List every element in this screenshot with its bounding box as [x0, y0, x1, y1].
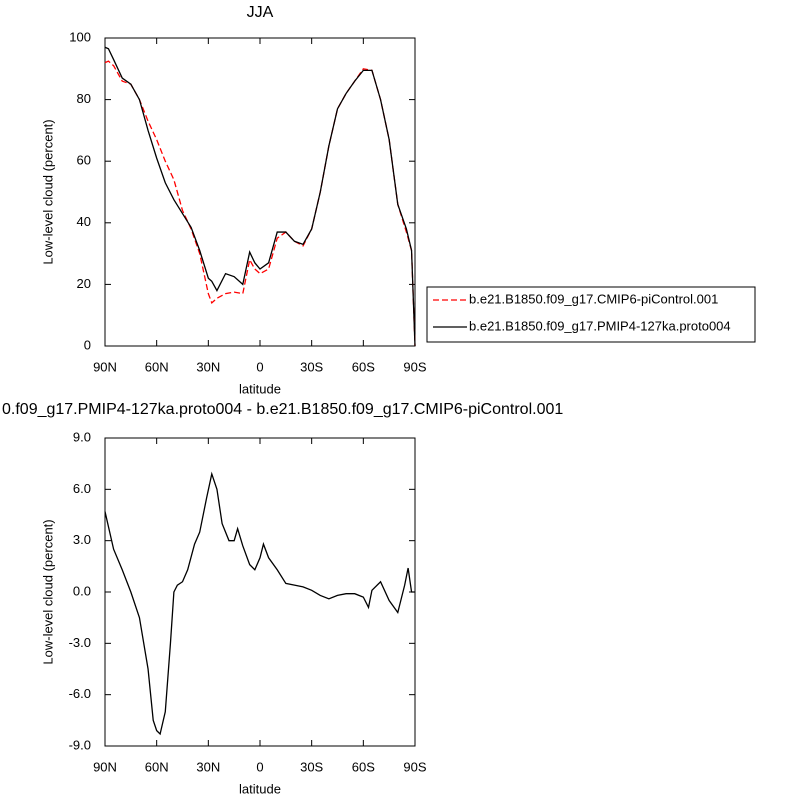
x-axis-label: latitude	[239, 381, 281, 396]
x-tick-label: 90N	[93, 359, 117, 374]
legend-box	[426, 286, 756, 343]
x-tick-label: 60S	[352, 359, 375, 374]
y-tick-label: 9.0	[73, 429, 91, 444]
x-tick-label: 60N	[145, 359, 169, 374]
y-tick-label: 40	[77, 214, 91, 229]
y-tick-label: -9.0	[69, 737, 91, 752]
legend-label: b.e21.B1850.f09_g17.CMIP6-piControl.001	[469, 291, 718, 306]
x-tick-label: 90S	[403, 359, 426, 374]
y-tick-label: 60	[77, 153, 91, 168]
y-tick-label: -3.0	[69, 635, 91, 650]
y-tick-label: 6.0	[73, 481, 91, 496]
x-tick-label: 30N	[196, 359, 220, 374]
x-tick-label: 90S	[403, 759, 426, 774]
data-line	[104, 471, 415, 736]
x-axis-label: latitude	[239, 781, 281, 796]
x-tick-label: 60S	[352, 759, 375, 774]
x-tick-label: 30N	[196, 759, 220, 774]
x-tick-label: 0	[256, 359, 263, 374]
x-tick-label: 60N	[145, 759, 169, 774]
y-tick-label: 3.0	[73, 532, 91, 547]
chart-title: 0.f09_g17.PMIP4-127ka.proto004 - b.e21.B…	[2, 401, 563, 418]
x-tick-label: 0	[256, 759, 263, 774]
y-tick-label: 0.0	[73, 583, 91, 598]
x-tick-label: 90N	[93, 759, 117, 774]
data-line	[104, 60, 416, 347]
y-tick-label: 100	[69, 29, 91, 44]
y-tick-label: -6.0	[69, 686, 91, 701]
x-tick-label: 30S	[300, 759, 323, 774]
y-axis-label: Low-level cloud (percent)	[40, 519, 55, 664]
y-tick-label: 80	[77, 91, 91, 106]
data-line	[104, 46, 416, 347]
legend-label: b.e21.B1850.f09_g17.PMIP4-127ka.proto004	[469, 318, 731, 333]
y-axis-label: Low-level cloud (percent)	[40, 119, 55, 264]
y-tick-label: 0	[84, 337, 91, 352]
plot-frame	[104, 37, 416, 347]
chart-title: JJA	[247, 4, 274, 21]
y-tick-label: 20	[77, 276, 91, 291]
x-tick-label: 30S	[300, 359, 323, 374]
